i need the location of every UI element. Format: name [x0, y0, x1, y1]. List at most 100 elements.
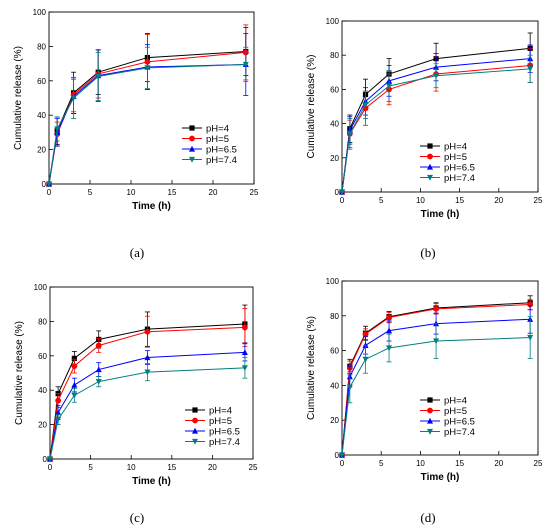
data-point	[241, 365, 248, 372]
panel-caption: (d)	[420, 510, 435, 525]
data-point	[55, 409, 62, 416]
x-tick-label: 5	[379, 196, 384, 205]
legend-marker	[427, 163, 433, 170]
legend-label: pH=7.4	[209, 437, 240, 448]
x-tick-label: 5	[88, 463, 93, 472]
data-point	[527, 334, 534, 341]
y-tick-label: 100	[326, 277, 340, 286]
data-point	[144, 369, 151, 376]
series-pH=7.4	[47, 357, 248, 463]
legend-label: pH=7.4	[444, 173, 475, 184]
x-tick-label: 20	[208, 463, 217, 472]
y-tick-label: 60	[330, 85, 339, 94]
y-tick-label: 80	[330, 51, 339, 60]
x-tick-label: 0	[48, 463, 53, 472]
series-pH=7.4	[339, 54, 534, 196]
data-point	[95, 379, 102, 385]
x-tick-label: 10	[416, 459, 425, 468]
data-point	[71, 392, 78, 399]
x-tick-label: 0	[340, 196, 345, 205]
data-point	[433, 338, 440, 345]
y-tick-label: 20	[38, 421, 47, 430]
series-pH=7.4	[46, 46, 249, 188]
series-line	[49, 351, 245, 460]
y-tick-label: 40	[330, 120, 339, 129]
y-tick-label: 60	[38, 352, 47, 361]
legend-label: pH=6.5	[444, 163, 475, 174]
legend-label: pH=4	[444, 142, 467, 153]
data-point	[70, 95, 77, 102]
data-point	[339, 189, 345, 196]
chart-panel-2: 0 5 10 15 20 25 0 20 40 60 80 100 Time (h) Cumulative…	[306, 17, 543, 220]
y-tick-label: 0	[43, 455, 48, 464]
data-point	[54, 126, 61, 133]
data-point	[95, 366, 102, 373]
y-tick-label: 100	[33, 8, 47, 17]
data-point	[362, 356, 369, 363]
panel-caption: (c)	[130, 510, 144, 525]
series-line	[49, 326, 245, 460]
data-point	[527, 301, 534, 308]
chart-panel-4: 0 5 10 15 20 25 0 20 40 60 80 100 Time (h) Cumulative…	[306, 277, 543, 483]
legend-label: pH=7.4	[206, 155, 237, 166]
data-point	[527, 66, 534, 73]
y-tick-label: 100	[34, 283, 48, 292]
legend: pH=4pH=5pH=6.5pH=7.4	[182, 124, 237, 166]
data-point	[71, 355, 77, 361]
data-point	[362, 331, 369, 337]
chart-panel-3: 0 5 10 15 20 25 0 20 40 60 80 100 Time (h) Cumulative…	[14, 283, 258, 487]
data-point	[433, 305, 439, 312]
data-point	[144, 65, 151, 72]
data-point	[46, 181, 52, 188]
series-line	[341, 318, 531, 456]
y-tick-label: 20	[330, 154, 339, 163]
y-tick-label: 20	[37, 146, 46, 155]
x-tick-label: 0	[340, 459, 345, 468]
x-axis-title: Time (h)	[421, 472, 460, 483]
y-tick-label: 60	[330, 347, 339, 356]
data-point	[433, 73, 440, 79]
y-tick-label: 0	[42, 180, 47, 189]
x-tick-label: 10	[127, 188, 136, 197]
x-tick-label: 15	[168, 188, 177, 197]
data-point	[241, 324, 248, 331]
legend-marker	[189, 145, 195, 152]
x-tick-label: 15	[167, 463, 176, 472]
legend-label: pH=6.5	[209, 427, 240, 438]
legend-label: pH=5	[209, 416, 232, 427]
x-tick-label: 5	[379, 459, 384, 468]
legend-marker	[189, 135, 195, 142]
x-axis-title: Time (h)	[132, 201, 171, 212]
data-point	[71, 381, 78, 388]
legend-marker	[192, 417, 198, 424]
legend-label: pH=5	[444, 406, 467, 417]
series-pH=7.4	[339, 316, 534, 459]
panel-caption: (a)	[130, 245, 144, 260]
data-point	[241, 349, 248, 355]
series-line	[48, 63, 246, 185]
legend-label: pH=5	[444, 152, 467, 163]
data-point	[386, 314, 392, 321]
x-tick-label: 0	[47, 188, 52, 197]
x-tick-label: 15	[455, 459, 464, 468]
y-tick-label: 100	[326, 17, 340, 26]
legend-marker	[189, 125, 195, 131]
legend-label: pH=6.5	[206, 145, 237, 156]
y-tick-label: 40	[330, 381, 339, 390]
chart-panel-1: 0 5 10 15 20 25 0 20 40 60 80 100 Time (h) Cumulative…	[13, 8, 259, 212]
data-point	[144, 328, 151, 335]
data-point	[71, 363, 78, 370]
data-point	[386, 83, 393, 90]
y-axis-title: Cumulative release (%)	[306, 316, 317, 420]
legend-marker	[427, 407, 433, 414]
x-tick-label: 25	[250, 188, 259, 197]
plot-frame	[341, 20, 539, 193]
x-tick-label: 20	[494, 459, 503, 468]
y-axis-title: Cumulative release (%)	[14, 321, 25, 425]
y-tick-label: 80	[37, 42, 46, 51]
legend-marker	[427, 428, 433, 435]
legend-marker	[427, 417, 433, 424]
legend: pH=4pH=5pH=6.5pH=7.4	[185, 406, 240, 448]
series-line	[341, 303, 531, 456]
